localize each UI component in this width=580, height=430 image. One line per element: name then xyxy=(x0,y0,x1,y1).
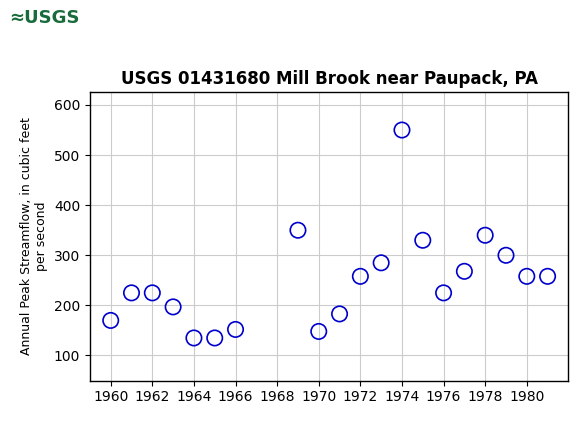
Point xyxy=(543,273,552,280)
Point xyxy=(356,273,365,280)
Point xyxy=(293,227,303,233)
Point xyxy=(189,335,198,341)
Point xyxy=(335,310,344,317)
Point xyxy=(314,328,324,335)
Point xyxy=(439,289,448,296)
Point xyxy=(210,335,219,341)
Point xyxy=(481,232,490,239)
Point xyxy=(397,126,407,133)
Point xyxy=(460,268,469,275)
Text: ≈USGS: ≈USGS xyxy=(9,9,79,27)
Point xyxy=(231,326,240,333)
Point xyxy=(127,289,136,296)
Y-axis label: Annual Peak Streamflow, in cubic feet
per second: Annual Peak Streamflow, in cubic feet pe… xyxy=(20,117,48,356)
Point xyxy=(106,317,115,324)
Point xyxy=(418,237,427,244)
Point xyxy=(501,252,510,259)
Title: USGS 01431680 Mill Brook near Paupack, PA: USGS 01431680 Mill Brook near Paupack, P… xyxy=(121,70,538,88)
FancyBboxPatch shape xyxy=(3,3,87,34)
Point xyxy=(522,273,531,280)
Point xyxy=(168,304,177,310)
Point xyxy=(148,289,157,296)
Point xyxy=(376,259,386,266)
